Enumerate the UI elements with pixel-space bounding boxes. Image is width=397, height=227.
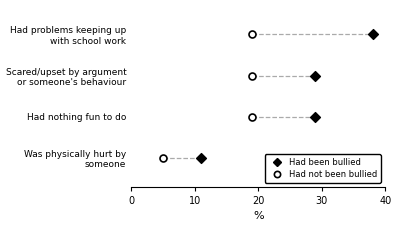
Had been bullied xyxy=(312,74,319,77)
Had not been bullied xyxy=(160,156,166,160)
Had been bullied xyxy=(370,33,376,36)
Had not been bullied xyxy=(249,33,255,36)
Had not been bullied xyxy=(249,74,255,77)
Legend: Had been bullied, Had not been bullied: Had been bullied, Had not been bullied xyxy=(264,154,381,183)
Had been bullied xyxy=(312,115,319,119)
X-axis label: %: % xyxy=(253,211,264,222)
Had not been bullied xyxy=(249,115,255,119)
Had been bullied xyxy=(198,156,204,160)
